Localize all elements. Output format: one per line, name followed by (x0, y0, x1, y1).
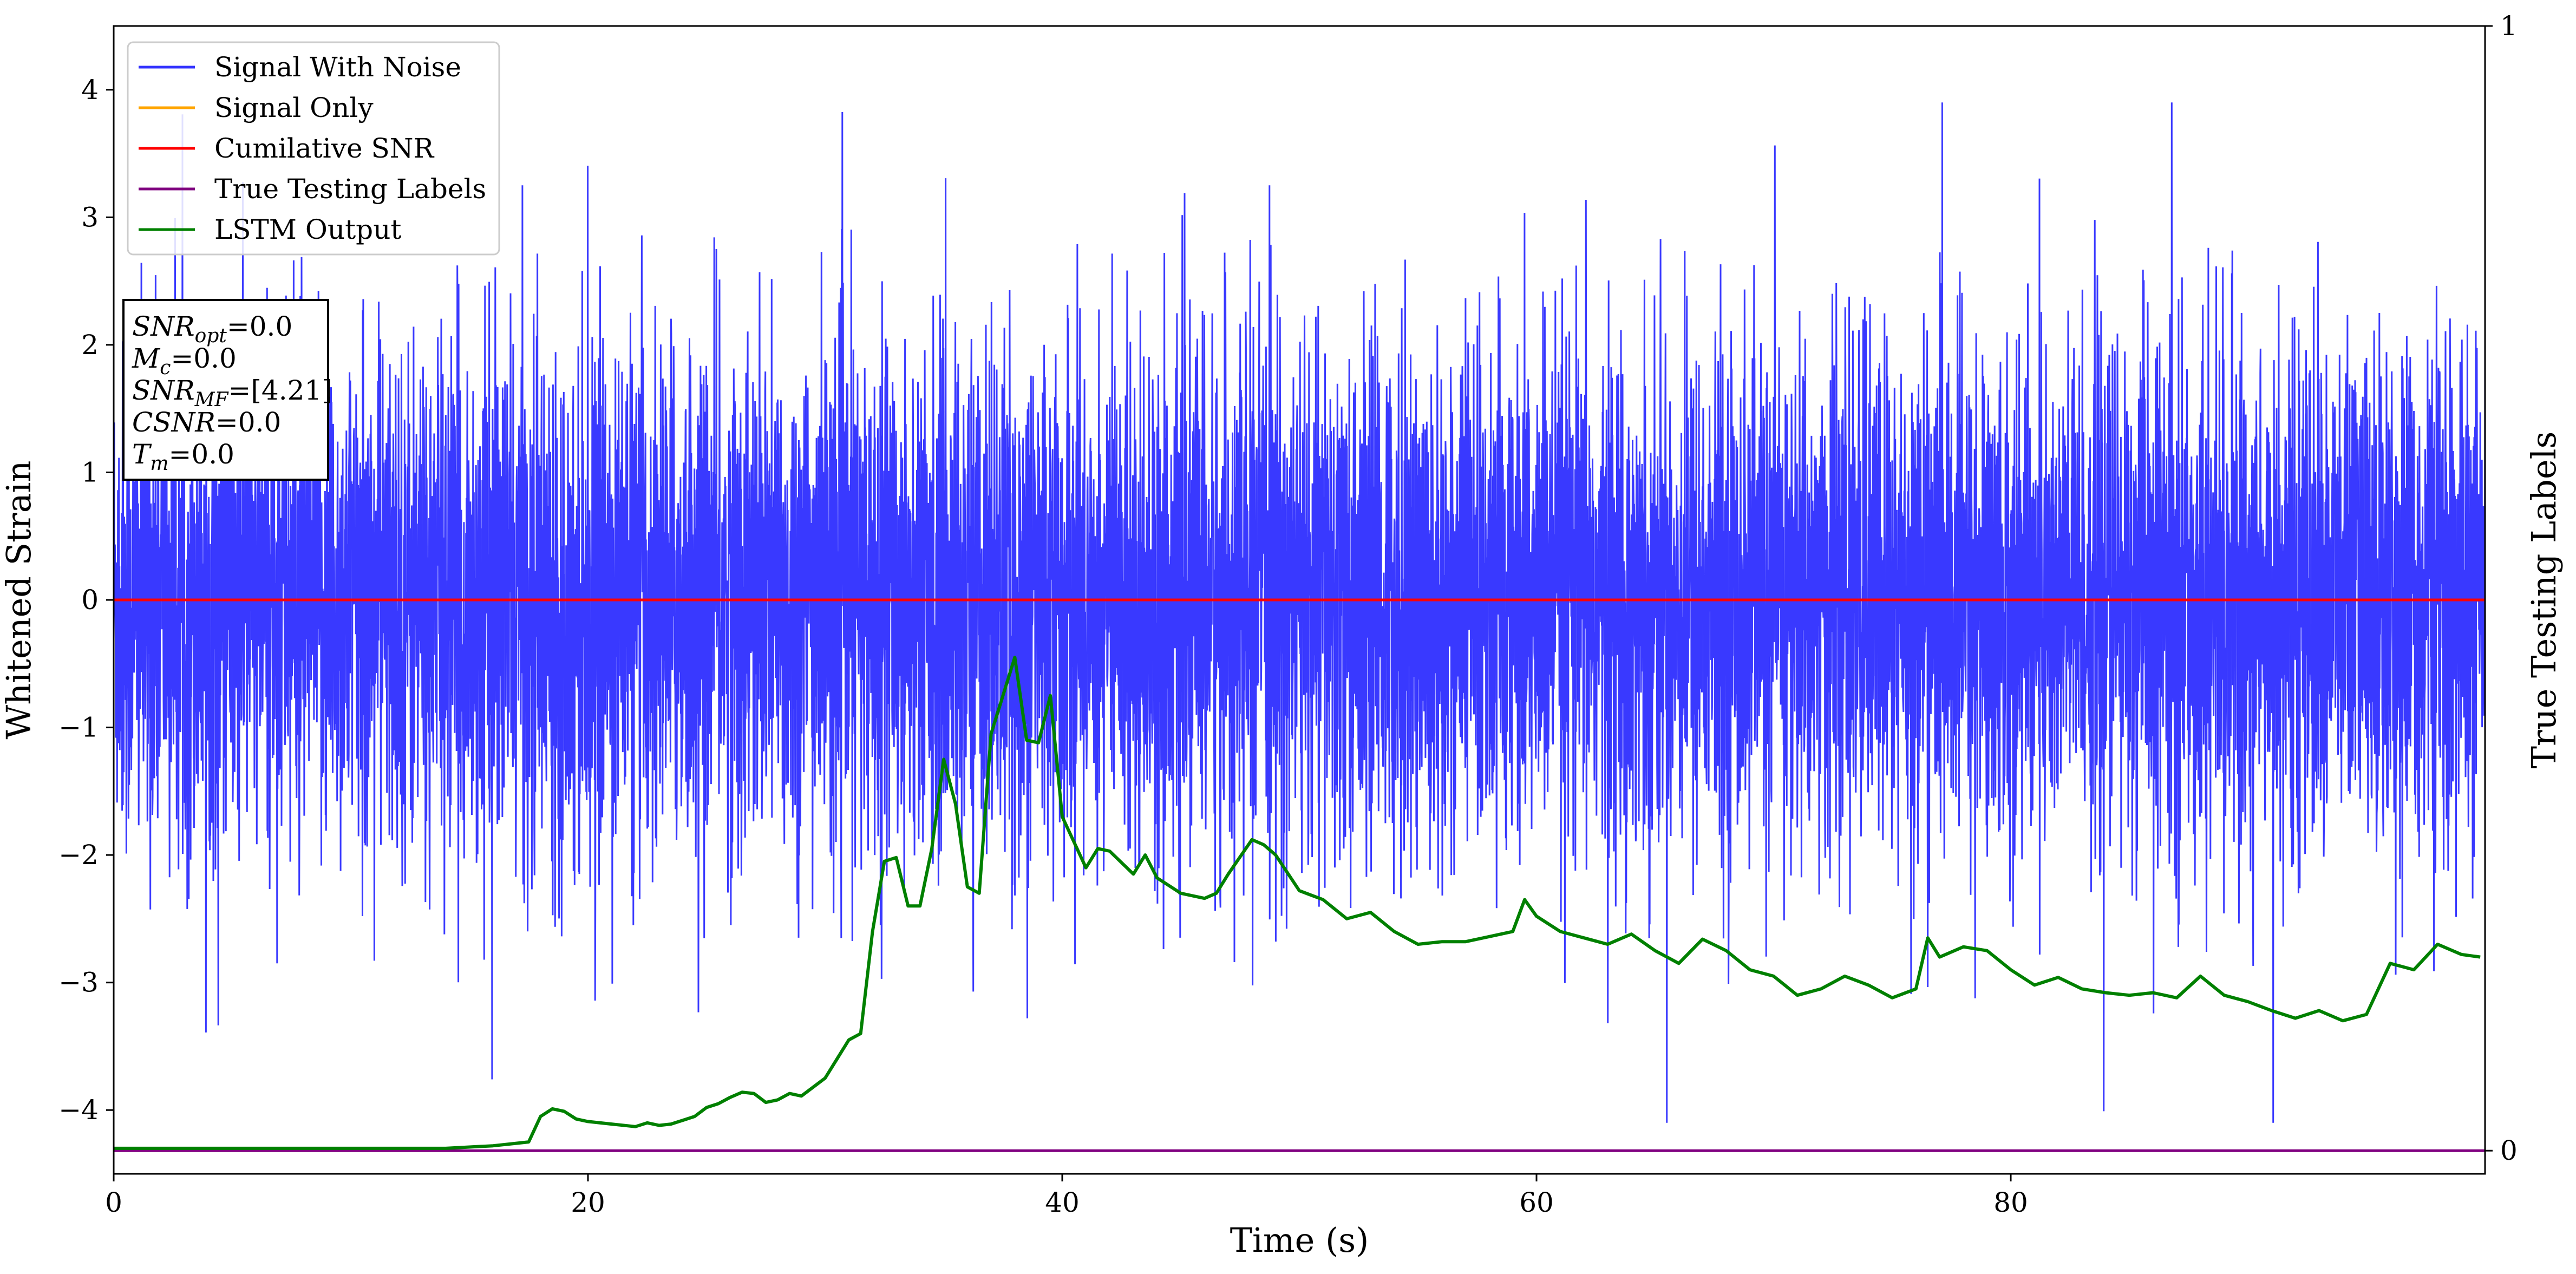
y-tick-label: −2 (58, 839, 99, 871)
x-tick-label: 60 (1519, 1187, 1554, 1218)
annotation-line: Mc=0.0 (132, 343, 237, 379)
annotation-line: SNRopt=0.0 (132, 311, 292, 347)
x-axis-label: Time (s) (1230, 1220, 1369, 1260)
y-tick-label: −3 (58, 967, 99, 998)
y-tick-label: 3 (81, 201, 99, 233)
x-tick-label: 40 (1045, 1187, 1080, 1218)
plot-area (114, 102, 2485, 1152)
y2-tick-label: 0 (2500, 1135, 2518, 1166)
x-tick-label: 80 (1993, 1187, 2028, 1218)
annotation-box: SNRopt=0.0Mc=0.0SNRMF=[4.21]CSNR=0.0Tm=0… (122, 299, 332, 481)
legend-label: True Testing Labels (214, 173, 486, 205)
y2-tick-label: 1 (2500, 10, 2518, 42)
x-tick-label: 20 (571, 1187, 605, 1218)
y-tick-label: 1 (81, 456, 99, 488)
annotation-line: CSNR=0.0 (132, 407, 281, 438)
legend-label: Signal With Noise (214, 51, 461, 83)
x-tick-label: 0 (105, 1187, 122, 1218)
y-tick-label: 0 (81, 584, 99, 616)
series-signal-with-noise (114, 102, 2485, 1123)
annotation-frame (122, 299, 329, 481)
legend-frame (127, 41, 500, 256)
annotation-line: SNRMF=[4.21] (132, 375, 332, 411)
series-lstm-output (114, 656, 2481, 1150)
y2-axis-label: True Testing Labels (2524, 432, 2564, 769)
legend-label: Signal Only (214, 92, 374, 123)
legend: Signal With Noise Signal Only Cumilative S… (127, 41, 500, 256)
y-tick-label: 2 (81, 329, 99, 361)
annotation-line: Tm=0.0 (132, 439, 234, 475)
y-tick-label: −4 (58, 1094, 99, 1126)
legend-label: LSTM Output (214, 214, 401, 245)
y-tick-label: −1 (58, 712, 99, 743)
y-axis-label: Whitened Strain (0, 461, 38, 740)
legend-label: Cumilative SNR (214, 133, 434, 164)
y-tick-label: 4 (81, 74, 99, 106)
